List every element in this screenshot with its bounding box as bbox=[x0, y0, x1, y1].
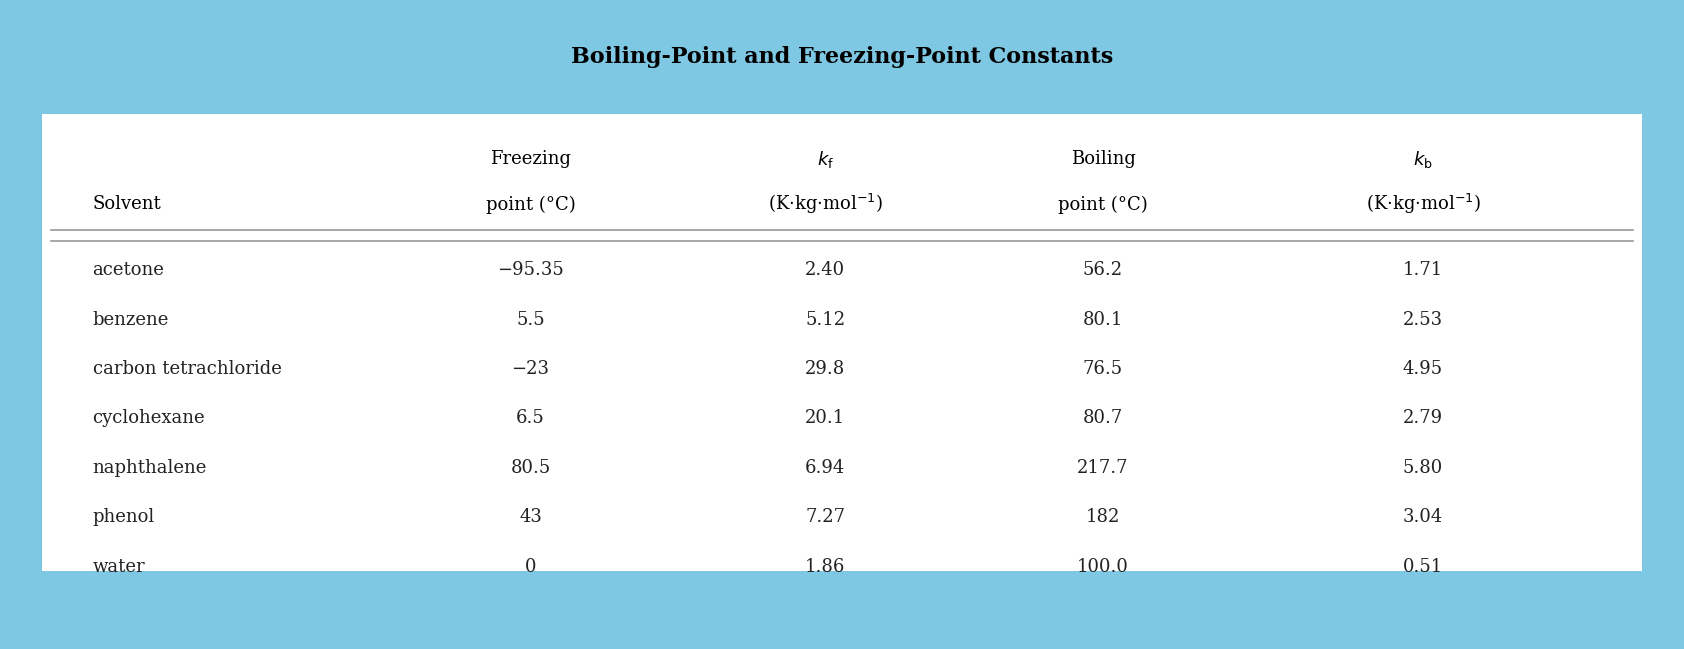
Text: 80.7: 80.7 bbox=[1083, 410, 1123, 428]
Text: 2.40: 2.40 bbox=[805, 261, 845, 279]
Text: 5.12: 5.12 bbox=[805, 311, 845, 328]
Text: 20.1: 20.1 bbox=[805, 410, 845, 428]
Text: $\mathit{k}_\mathrm{f}$: $\mathit{k}_\mathrm{f}$ bbox=[817, 149, 834, 169]
Text: 29.8: 29.8 bbox=[805, 360, 845, 378]
Text: cyclohexane: cyclohexane bbox=[93, 410, 205, 428]
Text: 100.0: 100.0 bbox=[1078, 557, 1128, 576]
Text: point (°C): point (°C) bbox=[1058, 195, 1148, 214]
Text: (K$\cdot$kg$\cdot$mol$^{-1}$): (K$\cdot$kg$\cdot$mol$^{-1}$) bbox=[1366, 192, 1480, 217]
Text: point (°C): point (°C) bbox=[485, 195, 576, 214]
Text: benzene: benzene bbox=[93, 311, 168, 328]
Text: 7.27: 7.27 bbox=[805, 508, 845, 526]
Text: 76.5: 76.5 bbox=[1083, 360, 1123, 378]
Text: Freezing: Freezing bbox=[490, 150, 571, 168]
Text: Solvent: Solvent bbox=[93, 195, 162, 214]
Text: 5.5: 5.5 bbox=[517, 311, 544, 328]
Text: Boiling: Boiling bbox=[1071, 150, 1135, 168]
Text: 2.79: 2.79 bbox=[1403, 410, 1443, 428]
Text: 56.2: 56.2 bbox=[1083, 261, 1123, 279]
Text: 0.51: 0.51 bbox=[1403, 557, 1443, 576]
Text: 0: 0 bbox=[525, 557, 536, 576]
Text: phenol: phenol bbox=[93, 508, 155, 526]
Text: 80.5: 80.5 bbox=[510, 459, 551, 477]
Text: 182: 182 bbox=[1086, 508, 1120, 526]
Text: 6.5: 6.5 bbox=[515, 410, 546, 428]
Text: 3.04: 3.04 bbox=[1403, 508, 1443, 526]
Text: −95.35: −95.35 bbox=[497, 261, 564, 279]
FancyBboxPatch shape bbox=[42, 571, 1642, 607]
Text: Boiling-Point and Freezing-Point Constants: Boiling-Point and Freezing-Point Constan… bbox=[571, 46, 1113, 67]
Text: acetone: acetone bbox=[93, 261, 165, 279]
Text: water: water bbox=[93, 557, 145, 576]
FancyBboxPatch shape bbox=[42, 114, 1642, 604]
Text: (K$\cdot$kg$\cdot$mol$^{-1}$): (K$\cdot$kg$\cdot$mol$^{-1}$) bbox=[768, 192, 882, 217]
Text: 1.71: 1.71 bbox=[1403, 261, 1443, 279]
Text: 4.95: 4.95 bbox=[1403, 360, 1443, 378]
Text: 80.1: 80.1 bbox=[1083, 311, 1123, 328]
Text: −23: −23 bbox=[512, 360, 549, 378]
Text: 1.86: 1.86 bbox=[805, 557, 845, 576]
Text: 43: 43 bbox=[519, 508, 542, 526]
Text: 6.94: 6.94 bbox=[805, 459, 845, 477]
Text: $\mathit{k}_\mathrm{b}$: $\mathit{k}_\mathrm{b}$ bbox=[1413, 149, 1433, 169]
Text: naphthalene: naphthalene bbox=[93, 459, 207, 477]
Text: 217.7: 217.7 bbox=[1078, 459, 1128, 477]
Text: 5.80: 5.80 bbox=[1403, 459, 1443, 477]
Text: 2.53: 2.53 bbox=[1403, 311, 1443, 328]
Text: carbon tetrachloride: carbon tetrachloride bbox=[93, 360, 281, 378]
